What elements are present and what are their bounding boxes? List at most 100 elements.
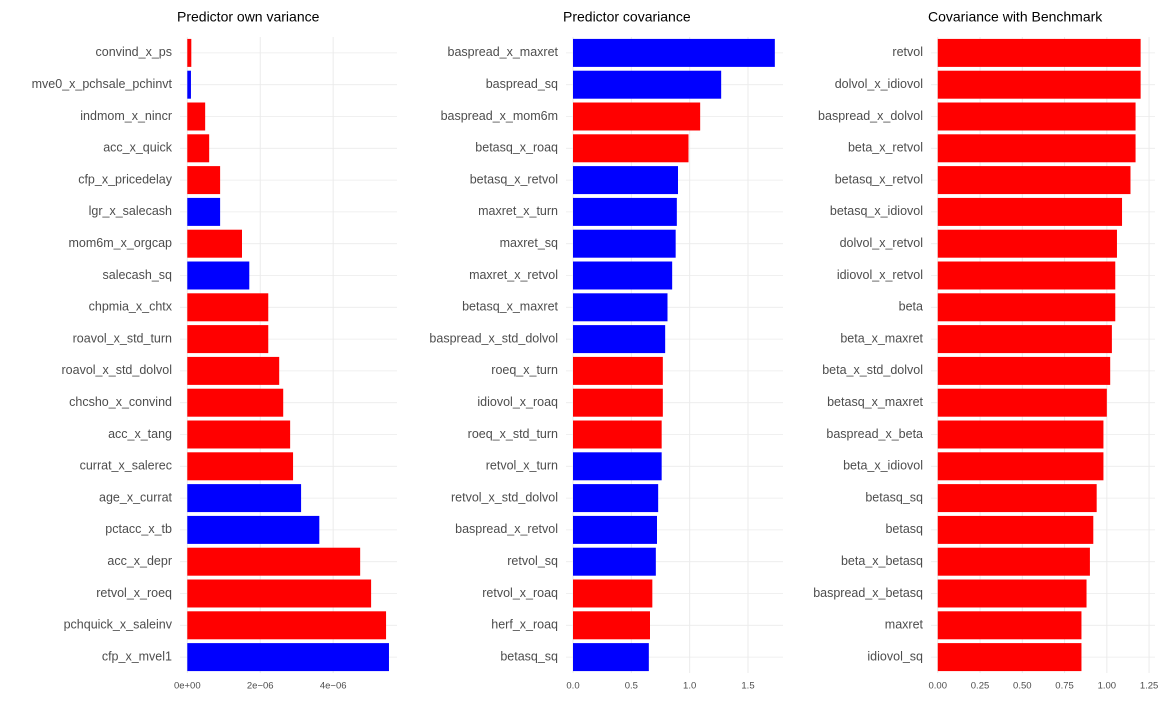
bar (573, 515, 657, 544)
bar (937, 197, 1123, 226)
y-tick-label: retvol_sq (507, 554, 558, 568)
bar (187, 515, 320, 544)
bar (937, 356, 1111, 385)
bar (187, 611, 387, 640)
y-tick-label: baspread_x_betasq (813, 586, 923, 600)
chart-title: Covariance with Benchmark (928, 9, 1103, 25)
y-tick-label: maxret_sq (500, 236, 558, 250)
y-tick-label: baspread_x_mom6m (441, 109, 558, 123)
y-tick-label: maxret_x_retvol (469, 268, 558, 282)
x-tick-label: 0.00 (929, 681, 948, 692)
bar (937, 515, 1094, 544)
bar (187, 388, 284, 417)
y-tick-label: dolvol_x_retvol (840, 236, 923, 250)
bar (187, 325, 269, 354)
chart-title: Predictor own variance (177, 9, 320, 25)
y-tick-label: beta_x_idiovol (843, 459, 923, 473)
y-tick-label: baspread_x_dolvol (818, 109, 923, 123)
bar (573, 134, 689, 163)
y-tick-label: mom6m_x_orgcap (68, 236, 172, 250)
y-tick-label: betasq_sq (865, 490, 923, 504)
bar (937, 229, 1117, 258)
y-tick-label: retvol_x_roaq (482, 586, 558, 600)
y-tick-label: acc_x_tang (108, 427, 172, 441)
bar (937, 388, 1107, 417)
chart-title: Predictor covariance (563, 9, 691, 25)
y-tick-label: acc_x_depr (107, 554, 172, 568)
y-tick-label: betasq_x_maxret (462, 300, 558, 314)
bar (187, 197, 221, 226)
bar (573, 420, 662, 449)
x-tick-label: 1.5 (741, 681, 754, 692)
bar (573, 388, 663, 417)
y-tick-label: salecash_sq (103, 268, 173, 282)
bar (187, 579, 372, 608)
bar (187, 38, 192, 67)
y-tick-label: retvol_x_turn (486, 459, 558, 473)
bar (573, 293, 668, 322)
y-tick-label: betasq_x_retvol (470, 172, 558, 186)
bar (937, 420, 1104, 449)
bar (573, 356, 663, 385)
bar (937, 102, 1136, 131)
y-tick-label: maxret (885, 618, 924, 632)
bar (187, 452, 294, 481)
y-tick-label: betasq_x_maxret (827, 395, 923, 409)
y-tick-label: dolvol_x_idiovol (835, 77, 923, 91)
bar (187, 134, 210, 163)
bar (573, 229, 676, 258)
y-tick-label: cfp_x_mvel1 (102, 649, 172, 663)
bar (187, 70, 191, 99)
y-tick-label: roavol_x_std_dolvol (62, 363, 173, 377)
x-tick-label: 2e−06 (247, 681, 274, 692)
y-tick-label: chcsho_x_convind (69, 395, 172, 409)
y-tick-label: age_x_currat (99, 490, 172, 504)
y-tick-label: pctacc_x_tb (105, 522, 172, 536)
y-tick-label: retvol_x_std_dolvol (451, 490, 558, 504)
y-tick-label: beta_x_maxret (840, 331, 923, 345)
bar (937, 134, 1136, 163)
bar (187, 356, 280, 385)
bar (937, 325, 1112, 354)
bar (573, 261, 673, 290)
y-tick-label: currat_x_salerec (80, 459, 172, 473)
y-tick-label: betasq_x_roaq (475, 141, 558, 155)
x-tick-label: 1.0 (683, 681, 696, 692)
bar (937, 38, 1141, 67)
y-tick-label: roeq_x_std_turn (468, 427, 558, 441)
x-tick-label: 0.50 (1013, 681, 1032, 692)
y-tick-label: betasq_x_idiovol (830, 204, 923, 218)
y-tick-label: baspread_x_beta (826, 427, 923, 441)
bar (187, 547, 361, 576)
y-tick-label: baspread_x_std_dolvol (429, 331, 558, 345)
y-tick-label: idiovol_x_roaq (477, 395, 558, 409)
bar (187, 420, 291, 449)
y-tick-label: baspread_x_retvol (455, 522, 558, 536)
bar (937, 70, 1141, 99)
y-tick-label: indmom_x_nincr (80, 109, 172, 123)
y-tick-label: lgr_x_salecash (89, 204, 172, 218)
bar (187, 102, 206, 131)
y-tick-label: betasq_x_retvol (835, 172, 923, 186)
y-tick-label: herf_x_roaq (491, 618, 558, 632)
bar (573, 452, 662, 481)
bar (937, 611, 1082, 640)
y-tick-label: chpmia_x_chtx (89, 300, 173, 314)
bar (937, 484, 1097, 513)
y-tick-label: betasq_sq (500, 649, 558, 663)
y-tick-label: beta_x_retvol (848, 141, 923, 155)
bar (937, 452, 1104, 481)
bar (573, 611, 650, 640)
y-tick-label: roeq_x_turn (491, 363, 558, 377)
x-tick-label: 0.5 (625, 681, 638, 692)
y-tick-label: cfp_x_pricedelay (78, 172, 173, 186)
y-tick-label: beta_x_betasq (841, 554, 923, 568)
y-tick-label: acc_x_quick (103, 141, 173, 155)
y-tick-label: idiovol_x_retvol (837, 268, 923, 282)
y-tick-label: mve0_x_pchsale_pchinvt (32, 77, 173, 91)
y-tick-label: baspread_x_maxret (448, 45, 559, 59)
x-tick-label: 0.25 (971, 681, 990, 692)
bar (937, 547, 1090, 576)
bar (937, 579, 1087, 608)
